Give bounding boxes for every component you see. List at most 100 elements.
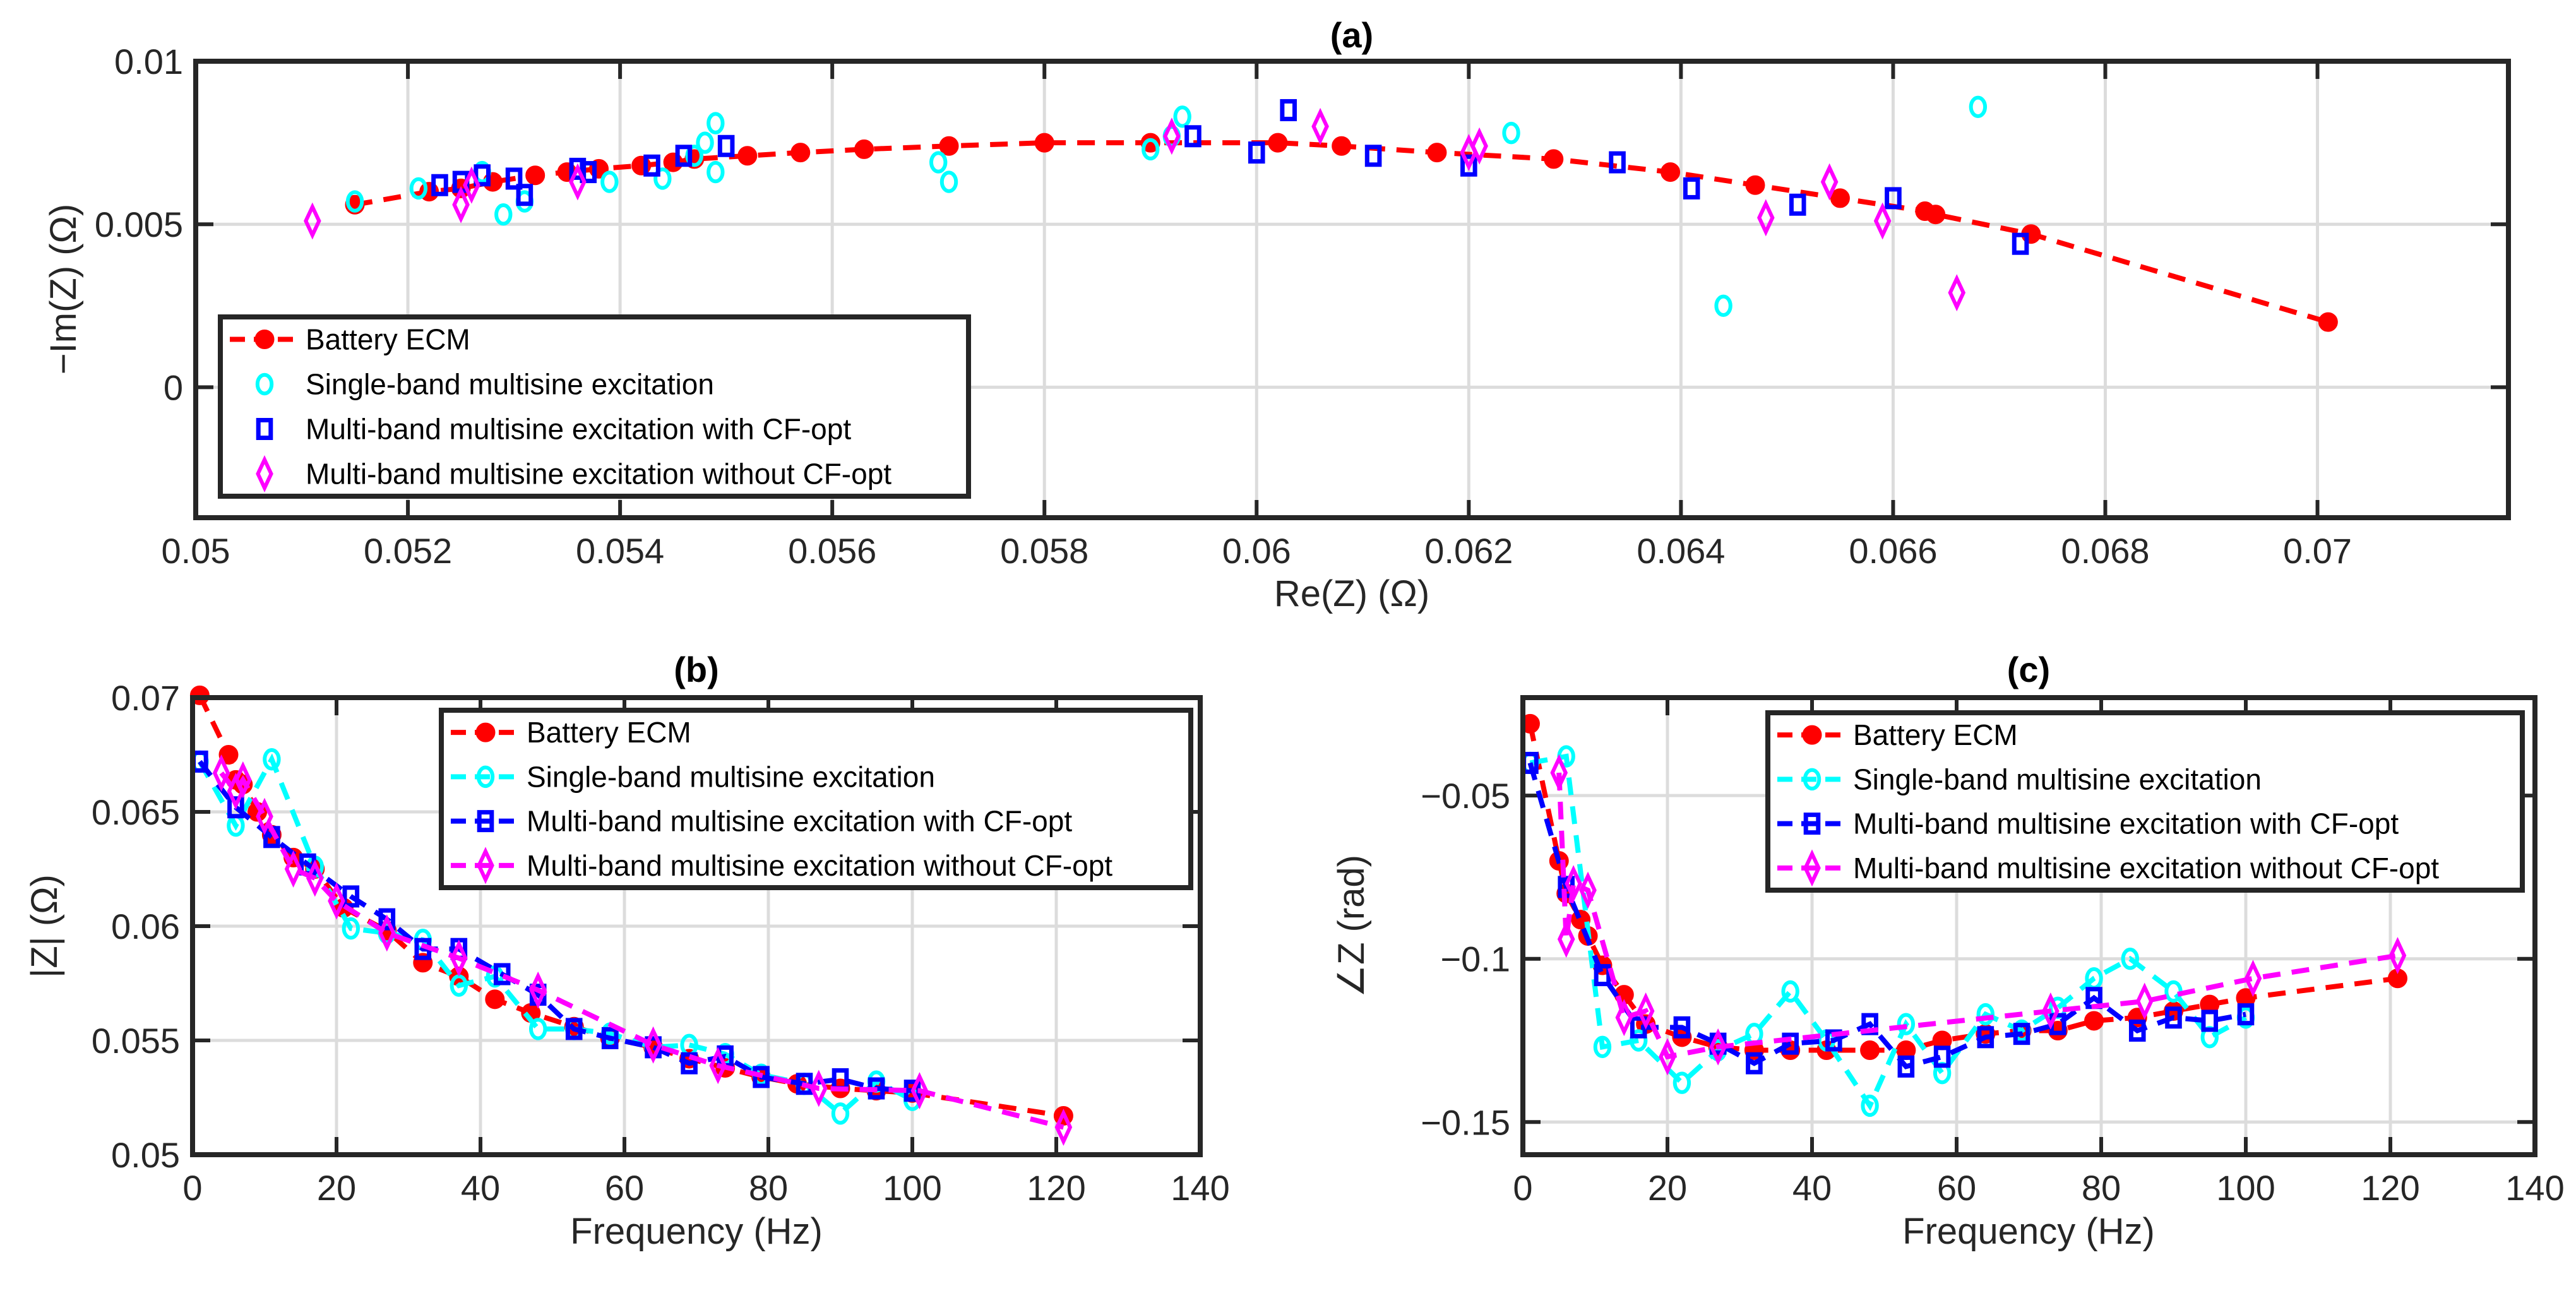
- legend-marker: [1803, 813, 1821, 835]
- data-point: [1820, 163, 1839, 201]
- y-tick-label: 0.07: [111, 678, 180, 718]
- data-point: [1969, 95, 1988, 119]
- x-tick-label: 0: [182, 1168, 202, 1208]
- data-point: [1861, 1094, 1879, 1117]
- data-point: [2135, 982, 2154, 1020]
- data-point: [529, 1018, 547, 1040]
- data-point: [681, 1052, 698, 1075]
- legend-marker: [477, 847, 494, 884]
- panel-a-title: (a): [1330, 15, 1373, 55]
- data-point: [474, 164, 491, 187]
- legend-marker: [1803, 849, 1821, 887]
- panel-a-ylabel: −Im(Z) (Ω): [43, 204, 84, 374]
- data-point: [342, 917, 360, 940]
- data-point: [1746, 1052, 1763, 1075]
- data-point: [790, 143, 811, 163]
- legend-label: Single-band multisine excitation: [306, 368, 714, 401]
- legend: Battery ECM Single-band multisine excitat…: [218, 314, 971, 499]
- data-point: [2165, 1006, 2182, 1029]
- data-point: [1268, 133, 1288, 153]
- data-point: [753, 1066, 770, 1088]
- legend-label: Single-band multisine excitation: [527, 760, 935, 793]
- data-point: [1364, 145, 1382, 167]
- legend-entry-cfopt: Multi-band multisine excitation with CF-…: [1777, 807, 2399, 840]
- data-point: [1034, 133, 1054, 153]
- data-point: [709, 1047, 727, 1085]
- data-point: [1709, 1028, 1727, 1066]
- x-tick-label: 80: [749, 1168, 788, 1208]
- y-tick-label: −0.1: [1440, 939, 1510, 979]
- data-point: [1311, 107, 1329, 145]
- data-point: [1897, 1055, 1915, 1078]
- legend-label: Single-band multisine excitation: [1853, 763, 2262, 795]
- data-point: [653, 167, 672, 190]
- x-tick-label: 140: [2505, 1168, 2564, 1208]
- x-tick-label: 0.068: [2061, 531, 2149, 571]
- data-point: [707, 160, 725, 184]
- x-tick-label: 60: [1937, 1168, 1976, 1208]
- x-tick-label: 0.056: [788, 531, 876, 571]
- data-point: [939, 136, 959, 156]
- legend-box: [1765, 710, 2525, 893]
- data-point: [1142, 138, 1160, 161]
- data-point: [1714, 294, 1732, 318]
- data-point: [2084, 1011, 2104, 1031]
- legend: Battery ECM Single-band multisine excitat…: [439, 708, 1193, 890]
- data-point: [494, 203, 513, 226]
- y-tick-label: −0.05: [1421, 776, 1510, 816]
- data-point: [831, 1102, 850, 1125]
- data-point: [939, 170, 958, 193]
- data-point: [378, 908, 396, 931]
- data-point: [2237, 1003, 2255, 1026]
- legend-entry-ecm: Battery ECM: [451, 716, 691, 749]
- x-tick-label: 0.054: [576, 531, 664, 571]
- data-point: [601, 1027, 619, 1049]
- data-point: [1659, 1038, 1676, 1076]
- data-point: [675, 145, 693, 167]
- data-point: [409, 177, 428, 200]
- data-point: [256, 797, 273, 835]
- legend-label: Battery ECM: [1853, 718, 2018, 751]
- x-tick-label: 40: [1792, 1168, 1832, 1208]
- data-point: [1933, 1045, 1951, 1068]
- data-point: [1976, 1003, 1995, 1026]
- panel-a: (a) Re(Z) (Ω) −Im(Z) (Ω) 0.05 0.052 0.054 0…: [43, 15, 2511, 614]
- data-point: [345, 190, 364, 213]
- data-point: [1184, 125, 1202, 148]
- panel-c: (c) Frequency (Hz) ∠Z (rad) 0 20 40 60 80 100…: [1331, 650, 2565, 1252]
- y-tick-label: 0: [164, 367, 183, 407]
- data-point: [529, 971, 547, 1009]
- data-point: [1248, 141, 1265, 164]
- y-tick-label: 0.05: [111, 1135, 180, 1175]
- data-point: [1630, 1029, 1648, 1052]
- data-point: [525, 165, 546, 186]
- data-point: [796, 1073, 813, 1095]
- data-point: [1594, 964, 1611, 987]
- data-point: [304, 202, 321, 240]
- panel-b-xlabel: Frequency (Hz): [570, 1211, 823, 1252]
- data-point: [1885, 187, 1902, 210]
- data-point: [342, 885, 360, 908]
- data-point: [2318, 312, 2338, 332]
- legend-marker: [256, 455, 273, 492]
- legend-entry-ecm: Battery ECM: [230, 323, 470, 356]
- data-point: [2128, 1019, 2146, 1042]
- data-point: [1470, 127, 1488, 165]
- legend-entry-single: Single-band multisine excitation: [255, 368, 714, 401]
- legend-label: Multi-band multisine excitation with CF-…: [306, 413, 851, 446]
- data-point: [910, 1072, 929, 1110]
- legend-entry-nocf: Multi-band multisine excitation without …: [1777, 849, 2439, 887]
- data-point: [1140, 133, 1160, 153]
- x-tick-label: 0.064: [1637, 531, 1725, 571]
- legend-marker: [1802, 725, 1822, 745]
- data-point: [854, 139, 874, 159]
- x-tick-label: 0.07: [2283, 531, 2352, 571]
- legend-marker: [255, 372, 274, 396]
- x-tick-label: 120: [1027, 1168, 1085, 1208]
- legend-entry-cfopt: Multi-band multisine excitation with CF-…: [256, 413, 851, 446]
- data-point: [450, 939, 468, 977]
- series-cfopt: [431, 98, 2029, 255]
- legend-entry-single: Single-band multisine excitation: [1777, 763, 2262, 795]
- data-point: [1789, 193, 1806, 216]
- x-tick-label: 0.06: [1222, 531, 1291, 571]
